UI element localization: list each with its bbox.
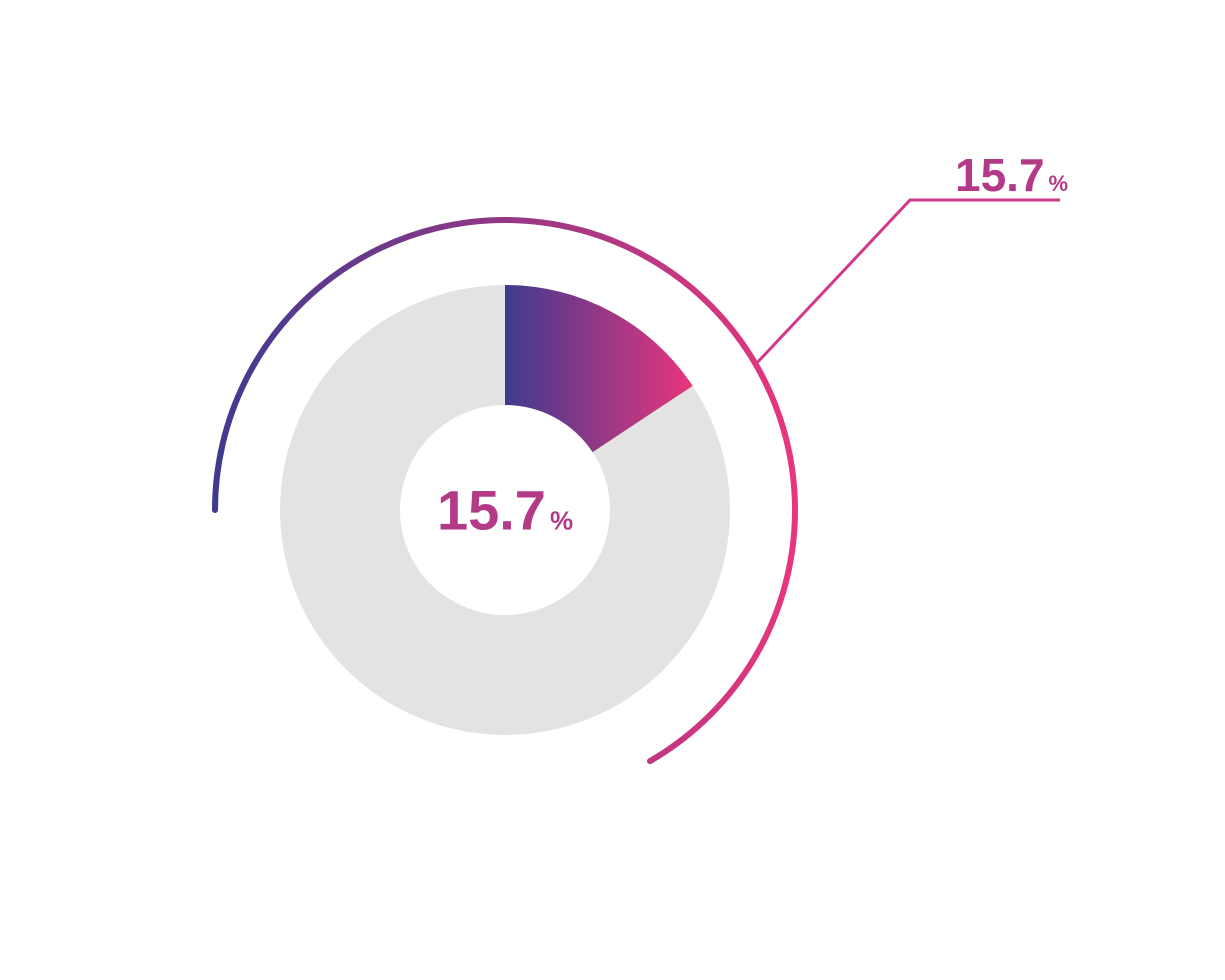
- center-percentage-label: 15.7%: [437, 478, 573, 543]
- callout-percentage-label: 15.7%: [955, 148, 1068, 202]
- chart-stage: 15.7% 15.7%: [0, 0, 1225, 980]
- callout-percentage-suffix: %: [1049, 171, 1069, 197]
- center-percentage-suffix: %: [550, 506, 573, 537]
- callout-percentage-value: 15.7: [955, 148, 1045, 202]
- callout-leader-line: [755, 200, 1060, 365]
- center-percentage-value: 15.7: [437, 478, 546, 543]
- donut-chart-svg: [0, 0, 1225, 980]
